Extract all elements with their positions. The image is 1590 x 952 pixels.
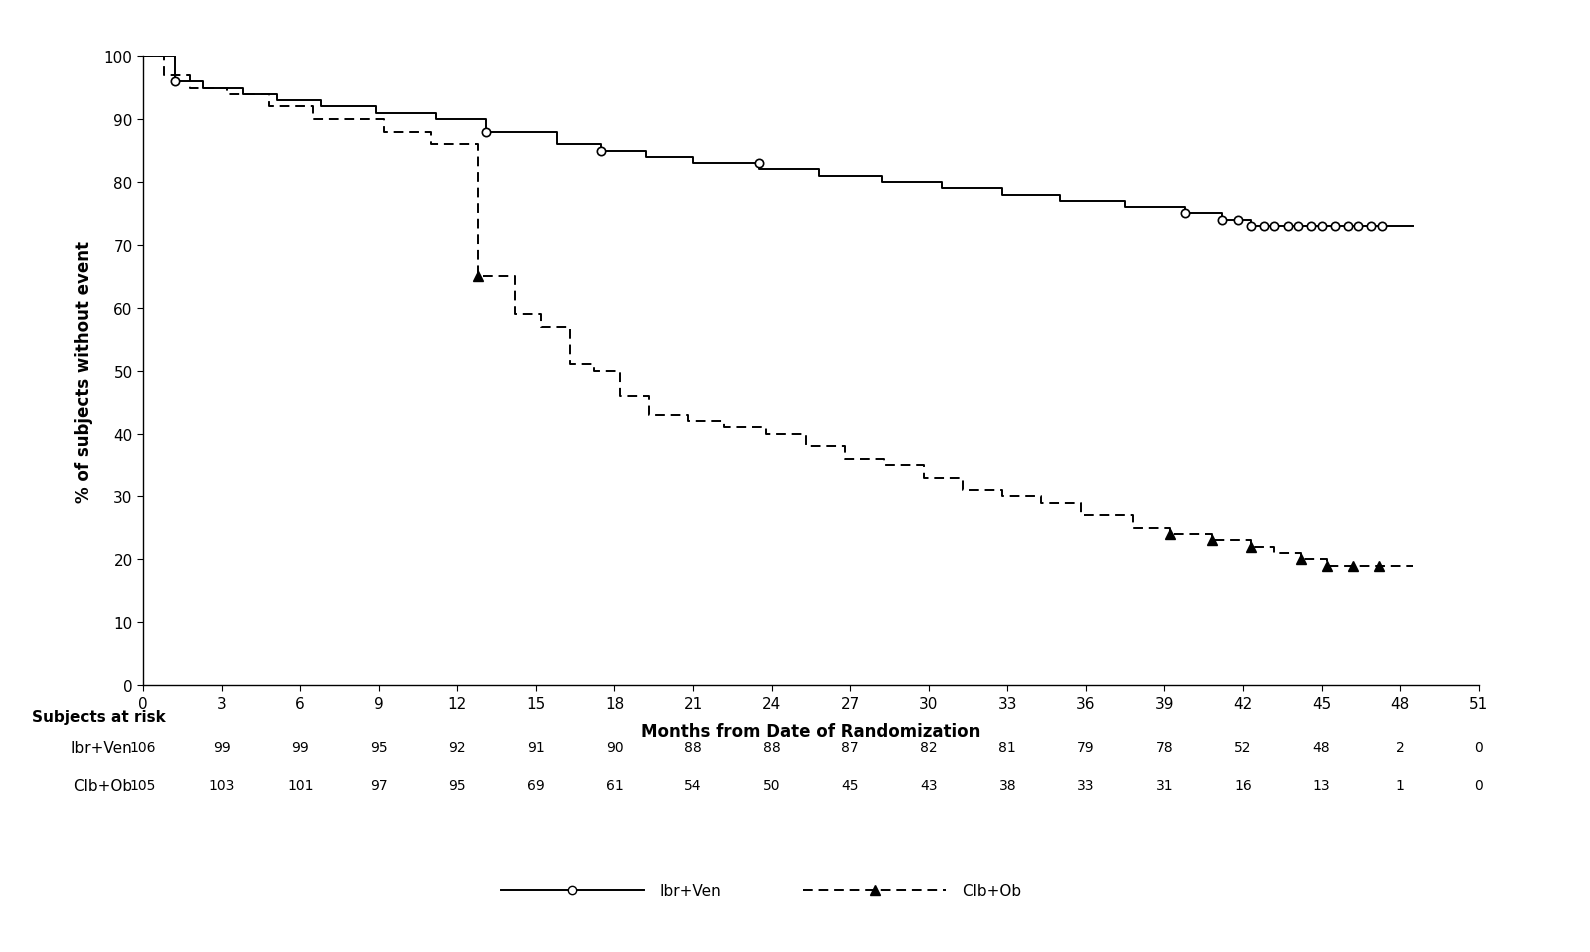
Y-axis label: % of subjects without event: % of subjects without event [75, 241, 92, 502]
Text: 61: 61 [606, 779, 623, 792]
Text: Ibr+Ven: Ibr+Ven [70, 740, 132, 755]
Text: 88: 88 [684, 741, 701, 754]
Text: 38: 38 [999, 779, 1016, 792]
Text: 87: 87 [841, 741, 859, 754]
Text: 31: 31 [1156, 779, 1173, 792]
Text: 92: 92 [448, 741, 466, 754]
Text: 99: 99 [213, 741, 231, 754]
Text: 33: 33 [1076, 779, 1094, 792]
Text: 69: 69 [526, 779, 545, 792]
Text: 16: 16 [1234, 779, 1251, 792]
Text: 45: 45 [841, 779, 859, 792]
Text: 48: 48 [1313, 741, 1331, 754]
Text: 0: 0 [1474, 741, 1483, 754]
Text: 43: 43 [921, 779, 938, 792]
Text: 95: 95 [370, 741, 388, 754]
Text: 1: 1 [1396, 779, 1404, 792]
Text: 78: 78 [1156, 741, 1173, 754]
Text: 13: 13 [1313, 779, 1331, 792]
Text: 97: 97 [370, 779, 388, 792]
Text: 99: 99 [291, 741, 308, 754]
Text: 2: 2 [1396, 741, 1404, 754]
Text: 81: 81 [999, 741, 1016, 754]
Text: 95: 95 [448, 779, 466, 792]
Text: 101: 101 [286, 779, 313, 792]
Text: 82: 82 [921, 741, 938, 754]
Text: 54: 54 [684, 779, 701, 792]
Text: 88: 88 [763, 741, 781, 754]
Text: 0: 0 [1474, 779, 1483, 792]
Text: 106: 106 [130, 741, 156, 754]
Text: 79: 79 [1076, 741, 1094, 754]
X-axis label: Months from Date of Randomization: Months from Date of Randomization [641, 722, 981, 740]
Text: 50: 50 [763, 779, 781, 792]
Text: 90: 90 [606, 741, 623, 754]
Text: Ibr+Ven: Ibr+Ven [660, 883, 722, 898]
Text: 91: 91 [526, 741, 545, 754]
Text: 105: 105 [130, 779, 156, 792]
Text: Subjects at risk: Subjects at risk [32, 709, 165, 724]
Text: Clb+Ob: Clb+Ob [962, 883, 1021, 898]
Text: 52: 52 [1234, 741, 1251, 754]
Text: 103: 103 [208, 779, 235, 792]
Text: Clb+Ob: Clb+Ob [73, 778, 132, 793]
